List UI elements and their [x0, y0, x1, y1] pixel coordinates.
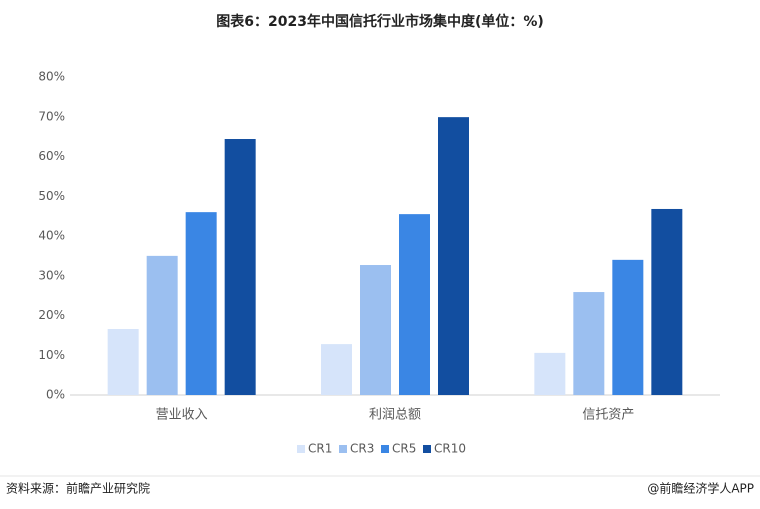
x-tick-label: 利润总额 [369, 408, 421, 423]
y-tick-label: 20% [38, 308, 65, 322]
bar [651, 208, 683, 395]
bar [573, 292, 605, 395]
y-tick-label: 40% [38, 229, 65, 243]
bar [185, 212, 217, 395]
legend-label: CR3 [350, 442, 374, 456]
legend-label: CR10 [434, 442, 466, 456]
bar [360, 265, 391, 395]
y-tick-label: 50% [38, 189, 65, 203]
bar [146, 255, 178, 395]
y-tick-label: 60% [38, 149, 65, 163]
credit: @前瞻经济学人APP [647, 481, 754, 496]
x-tick-label: 信托资产 [582, 408, 634, 423]
bar [399, 214, 430, 395]
legend-swatch [381, 445, 389, 453]
bar [321, 344, 352, 395]
legend-swatch [339, 445, 347, 453]
bar [534, 352, 566, 395]
legend-label: CR1 [308, 442, 332, 456]
source: 资料来源：前瞻产业研究院 [6, 481, 150, 496]
y-tick-label: 10% [38, 348, 65, 362]
y-tick-label: 30% [38, 268, 65, 282]
legend-label: CR5 [392, 442, 416, 456]
chart-title: 图表6：2023年中国信托行业市场集中度(单位：%) [216, 13, 544, 30]
x-tick-label: 营业收入 [156, 408, 208, 423]
bar [107, 329, 139, 395]
legend-swatch [297, 445, 305, 453]
bar [224, 139, 256, 395]
bar [438, 117, 469, 396]
y-tick-label: 70% [38, 109, 65, 123]
legend-swatch [423, 445, 431, 453]
y-tick-label: 80% [38, 70, 65, 84]
bar [612, 259, 644, 395]
y-tick-label: 0% [46, 388, 65, 402]
